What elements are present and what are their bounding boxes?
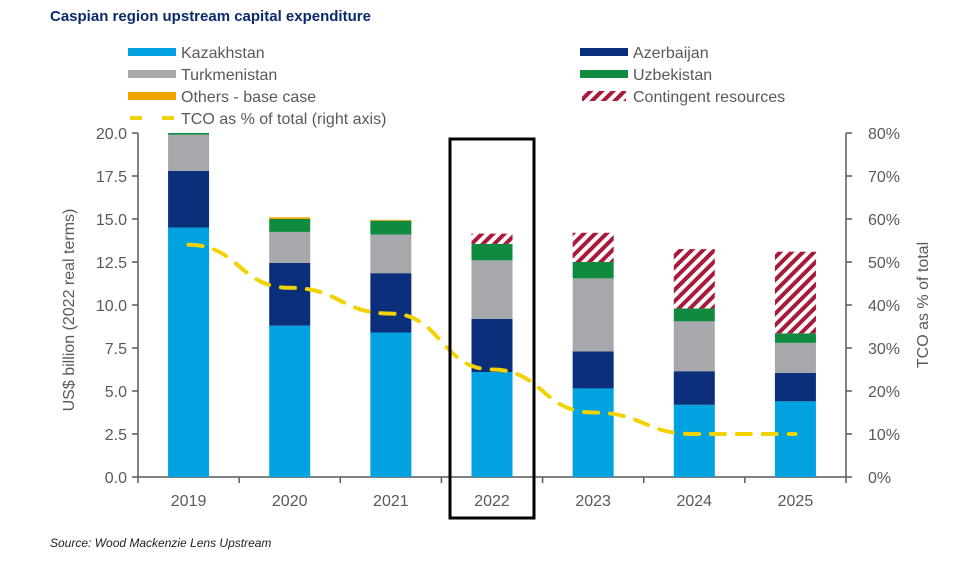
x-tick-label: 2023: [575, 493, 611, 510]
bar-azerbaijan-2021: [370, 273, 412, 333]
x-tick-label: 2025: [778, 493, 814, 510]
tco-point-2024: [694, 434, 695, 435]
y-tick-label: 17.5: [96, 169, 127, 186]
highlight-box-2022: [448, 137, 536, 520]
y-tick-label: 5.0: [105, 384, 127, 401]
bar-uzbekistan-2025: [774, 333, 816, 343]
y-tick-label: 10.0: [96, 298, 127, 315]
bar-azerbaijan-2024: [673, 371, 715, 405]
chart-title: Caspian region upstream capital expendit…: [50, 8, 371, 25]
y2-tick-label: 0%: [868, 470, 891, 487]
legend-swatch: [128, 70, 176, 78]
legend-swatch: [580, 48, 628, 56]
tco-point-2023: [593, 412, 594, 413]
legend-label: TCO as % of total (right axis): [181, 111, 386, 128]
y-tick-label: 0.0: [105, 470, 127, 487]
tco-point-2020: [289, 287, 290, 288]
bar-contingent-resources-2025: [774, 251, 816, 334]
y-tick-label: 7.5: [105, 341, 127, 358]
legend-item-kazakhstan: Kazakhstan: [128, 45, 265, 62]
bar-azerbaijan-2023: [572, 351, 614, 389]
source-note: Source: Wood Mackenzie Lens Upstream: [50, 536, 272, 550]
bar-kazakhstan-2021: [370, 332, 412, 477]
bar-others-base-case-2020: [269, 217, 311, 219]
bar-kazakhstan-2023: [572, 388, 614, 477]
x-tick-label: 2021: [373, 493, 409, 510]
tco-line: [186, 242, 798, 436]
bar-turkmenistan-2020: [269, 231, 311, 263]
legend-swatch: [580, 70, 628, 78]
bar-turkmenistan-2021: [370, 234, 412, 274]
bar-azerbaijan-2020: [269, 262, 311, 326]
x-tick-label: 2022: [474, 493, 510, 510]
bar-turkmenistan-2022: [471, 260, 513, 319]
legend: Kazakhstan Azerbaijan Turkmenistan Uzbekist…: [128, 45, 785, 128]
y2-tick-label: 70%: [868, 169, 900, 186]
legend-label: Turkmenistan: [181, 67, 277, 84]
legend-item-azerbaijan: Azerbaijan: [580, 45, 709, 62]
y2-tick-label: 80%: [868, 126, 900, 143]
tco-line-path: [186, 242, 798, 436]
bar-azerbaijan-2019: [168, 170, 210, 228]
bar-uzbekistan-2019: [168, 133, 210, 135]
bar-others-base-case-2021: [370, 219, 412, 221]
bar-contingent-resources-2022: [471, 233, 513, 244]
bar-turkmenistan-2024: [673, 321, 715, 372]
legend-item-uzbekistan: Uzbekistan: [580, 67, 712, 84]
y2-axis-title: TCO as % of total: [915, 242, 932, 368]
bar-azerbaijan-2025: [774, 372, 816, 402]
legend-swatch-hatch: [582, 91, 626, 101]
x-tick-label: 2024: [676, 493, 712, 510]
bar-uzbekistan-2021: [370, 220, 412, 235]
bar-turkmenistan-2019: [168, 134, 210, 171]
y2-tick-label: 40%: [868, 298, 900, 315]
tco-point-2022: [492, 369, 493, 370]
tco-point-2019: [188, 244, 189, 245]
y2-tick-label: 30%: [868, 341, 900, 358]
bar-contingent-resources-2024: [673, 249, 715, 309]
y2-tick-label: 20%: [868, 384, 900, 401]
bar-uzbekistan-2024: [673, 308, 715, 322]
bar-kazakhstan-2024: [673, 404, 715, 477]
highlight-box-group: [448, 137, 536, 520]
bars: [168, 133, 816, 477]
bar-turkmenistan-2025: [774, 342, 816, 373]
y-tick-label: 20.0: [96, 126, 127, 143]
legend-label: Kazakhstan: [181, 45, 265, 62]
legend-item-contingent-resources: Contingent resources: [582, 89, 785, 106]
tco-point-2021: [390, 313, 391, 314]
legend-swatch: [128, 48, 176, 56]
bar-kazakhstan-2019: [168, 227, 210, 477]
axes: 0.0 2.5 5.0 7.5 10.0 12.5 15.0 17.5 20.0 0% 10% 20%…: [61, 126, 932, 510]
legend-label: Azerbaijan: [633, 45, 709, 62]
bar-kazakhstan-2022: [471, 372, 513, 477]
bar-turkmenistan-2023: [572, 278, 614, 352]
x-tick-label: 2020: [272, 493, 308, 510]
legend-item-tco-as-of-total-right-axis: TCO as % of total (right axis): [130, 111, 386, 128]
bar-uzbekistan-2020: [269, 219, 311, 232]
y2-tick-label: 10%: [868, 427, 900, 444]
legend-label: Contingent resources: [633, 89, 785, 106]
y-tick-label: 15.0: [96, 212, 127, 229]
legend-label: Others - base case: [181, 89, 316, 106]
y-tick-label: 12.5: [96, 255, 127, 272]
bar-uzbekistan-2022: [471, 243, 513, 261]
legend-swatch: [128, 92, 176, 100]
y2-tick-label: 60%: [868, 212, 900, 229]
y2-tick-label: 50%: [868, 255, 900, 272]
bar-contingent-resources-2023: [572, 232, 614, 262]
bar-kazakhstan-2025: [774, 401, 816, 477]
legend-item-turkmenistan: Turkmenistan: [128, 67, 277, 84]
tco-point-2025: [795, 434, 796, 435]
bar-kazakhstan-2020: [269, 325, 311, 477]
x-tick-label: 2019: [171, 493, 207, 510]
y-axis-title: US$ billion (2022 real terms): [61, 209, 78, 412]
legend-item-others-base-case: Others - base case: [128, 89, 316, 106]
y-tick-label: 2.5: [105, 427, 127, 444]
legend-label: Uzbekistan: [633, 67, 712, 84]
bar-uzbekistan-2023: [572, 262, 614, 279]
bar-azerbaijan-2022: [471, 318, 513, 373]
